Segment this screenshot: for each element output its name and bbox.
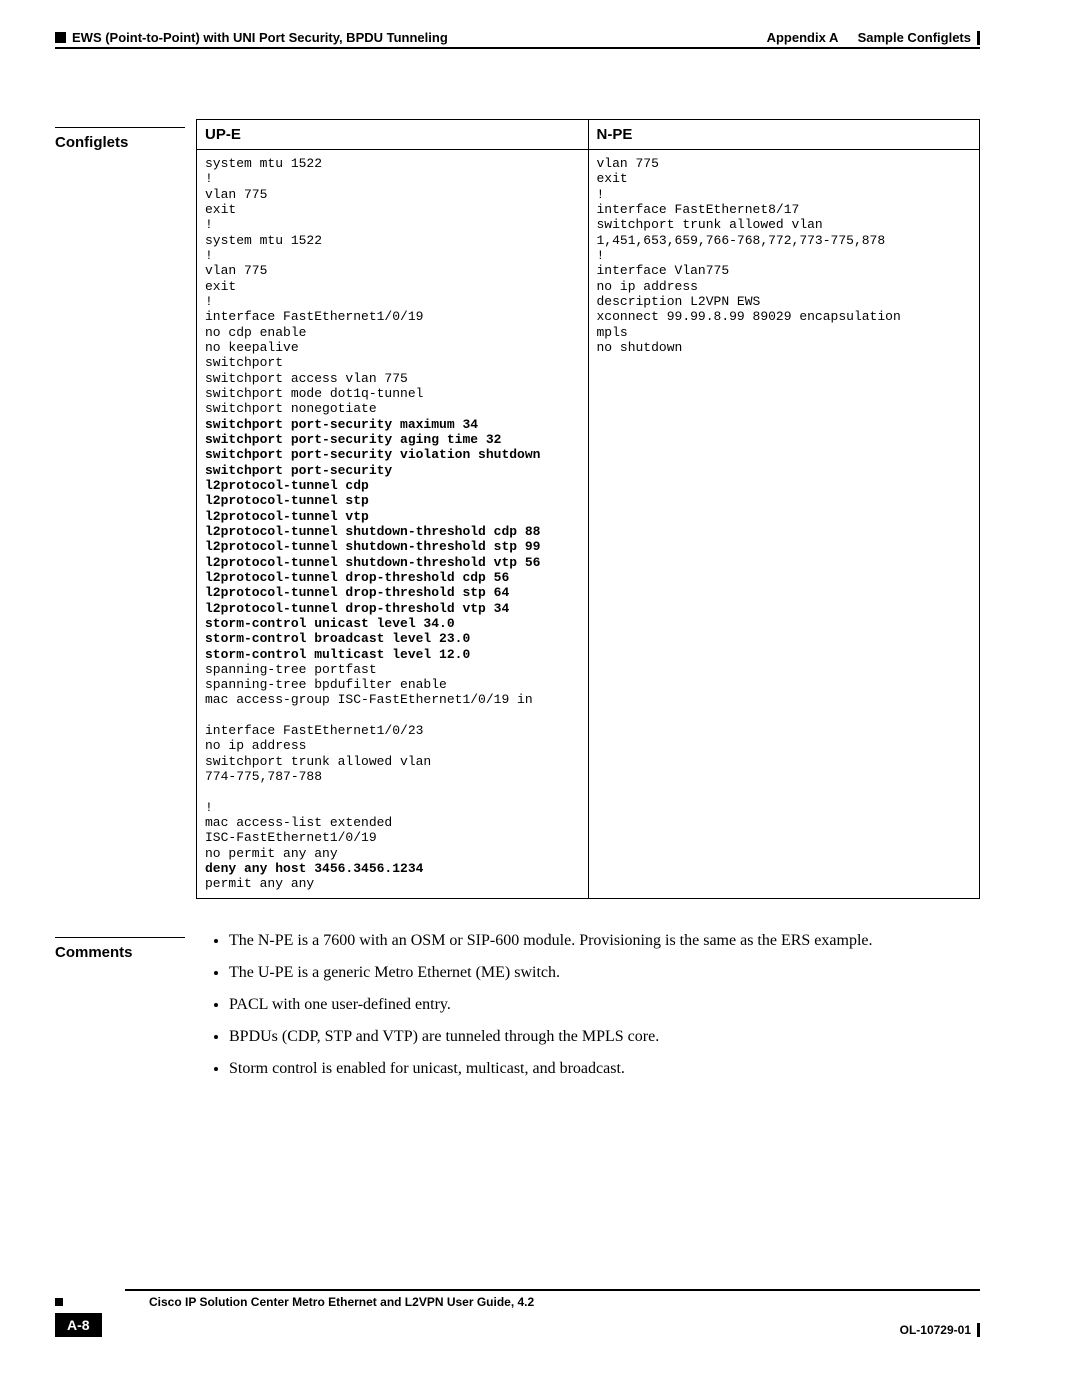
config-line: no ip address bbox=[205, 738, 306, 753]
config-line: ISC-FastEthernet1/0/19 bbox=[205, 830, 377, 845]
config-line: 774-775,787-788 bbox=[205, 769, 322, 784]
footer-bar-icon bbox=[977, 1323, 980, 1337]
config-line: interface FastEthernet1/0/19 bbox=[205, 309, 423, 324]
config-line: exit bbox=[205, 202, 236, 217]
config-line: switchport port-security bbox=[205, 463, 392, 478]
section-title: EWS (Point-to-Point) with UNI Port Secur… bbox=[72, 30, 448, 45]
config-line: l2protocol-tunnel shutdown-threshold cdp… bbox=[205, 524, 540, 539]
footer-bullet-icon bbox=[55, 1298, 63, 1306]
footer-doc-id: OL-10729-01 bbox=[900, 1323, 971, 1337]
config-line: ! bbox=[205, 248, 213, 263]
config-line: system mtu 1522 bbox=[205, 233, 322, 248]
npe-config-cell: vlan 775 exit ! interface FastEthernet8/… bbox=[588, 150, 980, 899]
upe-config-cell: system mtu 1522 ! vlan 775 exit ! system… bbox=[197, 150, 589, 899]
config-line: storm-control unicast level 34.0 bbox=[205, 616, 455, 631]
config-line: switchport trunk allowed vlan bbox=[205, 754, 431, 769]
config-line: ! bbox=[205, 217, 213, 232]
config-line: l2protocol-tunnel cdp bbox=[205, 478, 369, 493]
page-number-tab: A-8 bbox=[55, 1313, 102, 1337]
header-rule bbox=[55, 47, 980, 49]
config-line: mac access-group ISC-FastEthernet1/0/19 … bbox=[205, 692, 533, 707]
config-line: l2protocol-tunnel drop-threshold vtp 34 bbox=[205, 601, 509, 616]
comments-label-col: Comments bbox=[55, 929, 196, 961]
config-line: vlan 775 bbox=[205, 187, 267, 202]
config-line: no cdp enable bbox=[205, 325, 306, 340]
config-line: interface FastEthernet1/0/23 bbox=[205, 723, 423, 738]
config-line: mac access-list extended bbox=[205, 815, 392, 830]
comment-item: Storm control is enabled for unicast, mu… bbox=[229, 1057, 980, 1081]
footer-guide-title: Cisco IP Solution Center Metro Ethernet … bbox=[149, 1295, 534, 1309]
config-line: l2protocol-tunnel drop-threshold stp 64 bbox=[205, 585, 509, 600]
config-line: description L2VPN EWS bbox=[597, 294, 761, 309]
config-line: ! bbox=[597, 248, 605, 263]
config-line: storm-control broadcast level 23.0 bbox=[205, 631, 470, 646]
config-line: switchport trunk allowed vlan bbox=[597, 217, 823, 232]
config-line: interface FastEthernet8/17 bbox=[597, 202, 800, 217]
col-header-npe: N-PE bbox=[588, 120, 980, 150]
config-line: exit bbox=[597, 171, 628, 186]
col-header-upe: UP-E bbox=[197, 120, 589, 150]
config-line: vlan 775 bbox=[597, 156, 659, 171]
config-line: spanning-tree bpdufilter enable bbox=[205, 677, 447, 692]
config-line: system mtu 1522 bbox=[205, 156, 322, 171]
config-line: no keepalive bbox=[205, 340, 299, 355]
config-line: interface Vlan775 bbox=[597, 263, 730, 278]
configlets-label-col: Configlets bbox=[55, 119, 196, 151]
config-line: switchport mode dot1q-tunnel bbox=[205, 386, 423, 401]
config-line: l2protocol-tunnel vtp bbox=[205, 509, 369, 524]
header-bullet-icon bbox=[55, 32, 66, 43]
appendix-title: Sample Configlets bbox=[858, 30, 971, 45]
comment-item: The N-PE is a 7600 with an OSM or SIP-60… bbox=[229, 929, 980, 953]
config-line: ! bbox=[205, 171, 213, 186]
config-line: 1,451,653,659,766-768,772,773-775,878 bbox=[597, 233, 886, 248]
config-line: l2protocol-tunnel shutdown-threshold stp… bbox=[205, 539, 540, 554]
config-line: l2protocol-tunnel drop-threshold cdp 56 bbox=[205, 570, 509, 585]
config-line: mpls bbox=[597, 325, 628, 340]
page-header: EWS (Point-to-Point) with UNI Port Secur… bbox=[55, 30, 980, 45]
config-line: switchport port-security aging time 32 bbox=[205, 432, 501, 447]
config-line: storm-control multicast level 12.0 bbox=[205, 647, 470, 662]
config-line: xconnect 99.99.8.99 89029 encapsulation bbox=[597, 309, 901, 324]
config-line: exit bbox=[205, 279, 236, 294]
page-footer: Cisco IP Solution Center Metro Ethernet … bbox=[55, 1289, 980, 1337]
config-line: no permit any any bbox=[205, 846, 338, 861]
comment-item: BPDUs (CDP, STP and VTP) are tunneled th… bbox=[229, 1025, 980, 1049]
config-line: ! bbox=[597, 187, 605, 202]
configlets-table: UP-E N-PE system mtu 1522 ! vlan 775 exi… bbox=[196, 119, 980, 899]
header-bar-icon bbox=[977, 31, 980, 45]
config-line: spanning-tree portfast bbox=[205, 662, 377, 677]
config-line: switchport port-security maximum 34 bbox=[205, 417, 478, 432]
config-line: deny any host 3456.3456.1234 bbox=[205, 861, 423, 876]
config-line: l2protocol-tunnel stp bbox=[205, 493, 369, 508]
config-line: ! bbox=[205, 800, 213, 815]
appendix-label: Appendix A bbox=[767, 30, 839, 45]
config-line: ! bbox=[205, 294, 213, 309]
config-line: l2protocol-tunnel shutdown-threshold vtp… bbox=[205, 555, 540, 570]
comment-item: The U-PE is a generic Metro Ethernet (ME… bbox=[229, 961, 980, 985]
config-line: switchport access vlan 775 bbox=[205, 371, 408, 386]
config-line: switchport port-security violation shutd… bbox=[205, 447, 540, 462]
config-line: no ip address bbox=[597, 279, 698, 294]
config-line: no shutdown bbox=[597, 340, 683, 355]
comment-item: PACL with one user-defined entry. bbox=[229, 993, 980, 1017]
comments-list: The N-PE is a 7600 with an OSM or SIP-60… bbox=[229, 929, 980, 1081]
config-line: switchport nonegotiate bbox=[205, 401, 377, 416]
config-line: vlan 775 bbox=[205, 263, 267, 278]
configlets-label: Configlets bbox=[55, 134, 128, 151]
config-line: switchport bbox=[205, 355, 283, 370]
comments-label: Comments bbox=[55, 944, 133, 961]
config-line: permit any any bbox=[205, 876, 314, 891]
